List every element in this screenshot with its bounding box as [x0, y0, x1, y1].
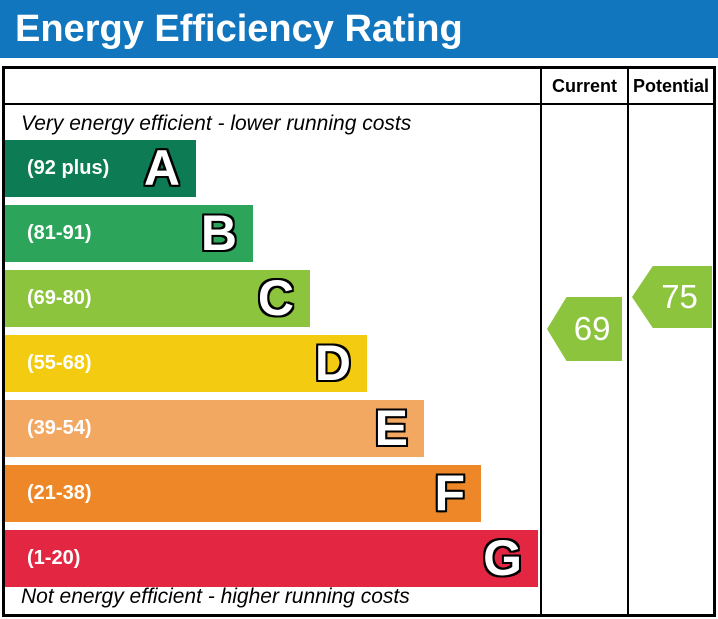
band-a-letter: A — [143, 140, 180, 196]
band-g-range: (1-20) — [27, 547, 81, 569]
rating-table: Current Potential Very energy efficient … — [2, 66, 716, 617]
current-rating-value: 69 — [573, 310, 611, 347]
band-c: (69-80) C — [5, 270, 310, 327]
potential-rating-value: 75 — [661, 278, 698, 315]
table-body: Very energy efficient - lower running co… — [5, 105, 713, 614]
bottom-note: Not energy efficient - higher running co… — [21, 585, 410, 608]
band-d: (55-68) D — [5, 335, 367, 392]
band-g-letter: G — [483, 530, 522, 586]
band-f: (21-38) F — [5, 465, 481, 522]
column-header-current: Current — [540, 69, 627, 103]
band-b-letter: B — [200, 205, 237, 261]
band-c-letter: C — [257, 270, 294, 326]
band-e: (39-54) E — [5, 400, 424, 457]
current-rating-arrow: 69 — [547, 297, 622, 361]
top-note: Very energy efficient - lower running co… — [21, 112, 412, 135]
band-e-letter: E — [374, 400, 408, 456]
header-spacer — [5, 69, 540, 103]
current-rating-column: 69 — [540, 105, 627, 614]
band-b-range: (81-91) — [27, 222, 92, 244]
band-f-range: (21-38) — [27, 482, 92, 504]
rating-bands: (92 plus) A (81-91) B (69-80) C (55-68) … — [5, 140, 538, 595]
band-a-range: (92 plus) — [27, 157, 110, 179]
table-header-row: Current Potential — [5, 69, 713, 105]
title-bar: Energy Efficiency Rating — [0, 0, 718, 58]
band-c-range: (69-80) — [27, 287, 92, 309]
potential-rating-column: 75 — [627, 105, 713, 614]
column-header-potential: Potential — [627, 69, 713, 103]
band-b: (81-91) B — [5, 205, 253, 262]
potential-rating-arrow: 75 — [632, 266, 712, 328]
band-g: (1-20) G — [5, 530, 538, 587]
band-d-range: (55-68) — [27, 352, 92, 374]
band-a: (92 plus) A — [5, 140, 196, 197]
band-d-letter: D — [314, 335, 351, 391]
page-title: Energy Efficiency Rating — [15, 7, 463, 50]
rating-scale-area: Very energy efficient - lower running co… — [5, 105, 540, 614]
band-f-letter: F — [434, 465, 465, 521]
band-e-range: (39-54) — [27, 417, 92, 439]
